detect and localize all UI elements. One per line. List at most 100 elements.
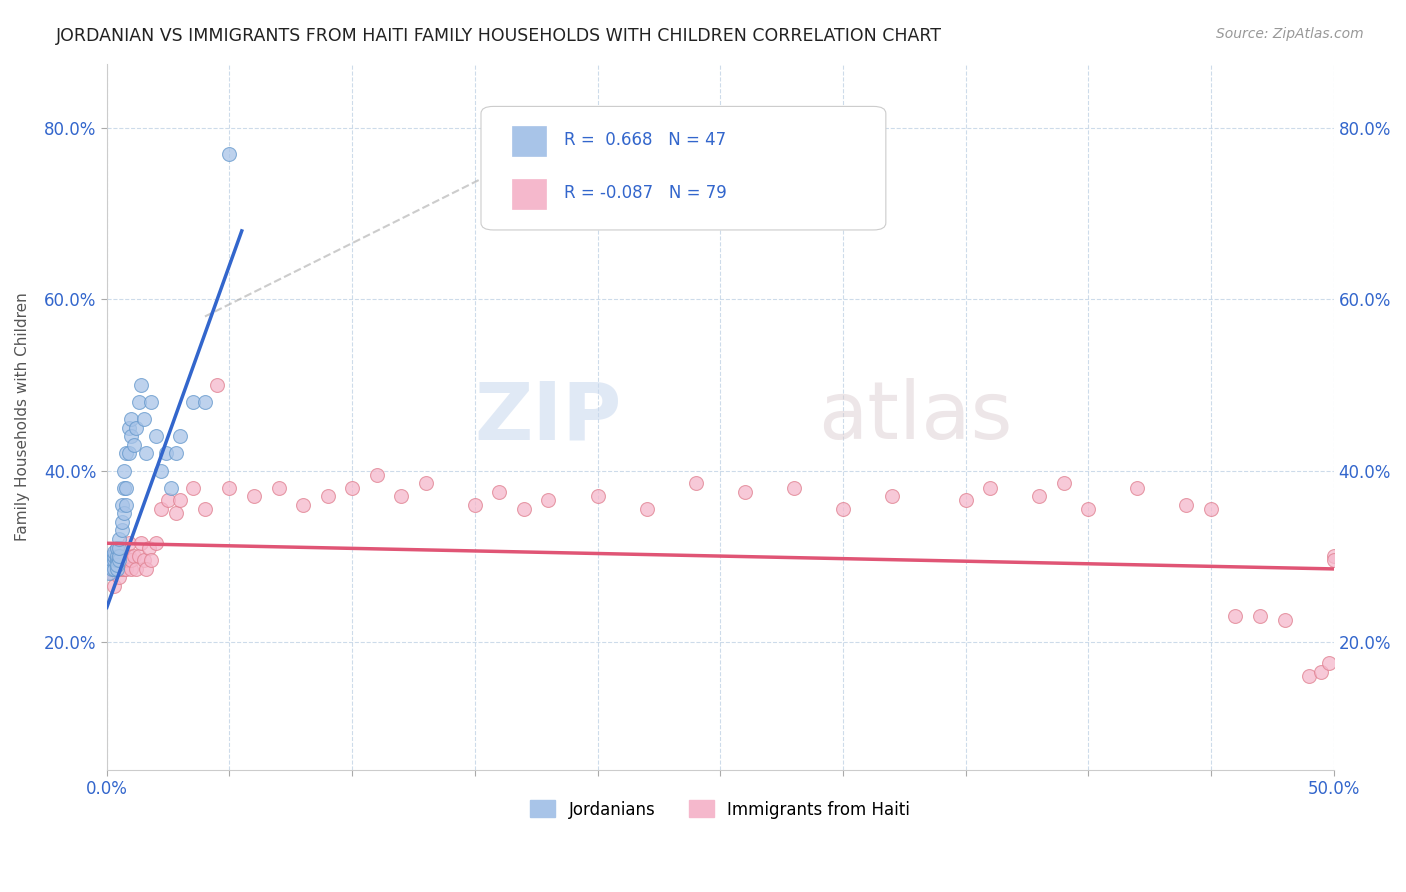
Point (108, 541, 131, 555)
Point (105, 553, 128, 567)
Point (128, 395, 150, 409)
Point (129, 378, 152, 392)
Point (125, 562, 148, 576)
Point (98, 566, 121, 581)
Text: R =  0.668   N = 47: R = 0.668 N = 47 (564, 131, 727, 149)
Point (108, 562, 131, 576)
Point (120, 562, 142, 576)
Point (108, 549, 131, 563)
Point (110, 498, 132, 512)
Point (112, 549, 135, 563)
Point (488, 484, 510, 499)
Point (103, 549, 125, 563)
Point (464, 498, 486, 512)
Point (734, 484, 756, 499)
Point (157, 493, 180, 508)
Point (112, 553, 135, 567)
Point (316, 489, 339, 503)
Point (100, 562, 122, 576)
Point (165, 506, 187, 520)
Text: R = -0.087   N = 79: R = -0.087 N = 79 (564, 185, 727, 202)
Legend: Jordanians, Immigrants from Haiti: Jordanians, Immigrants from Haiti (524, 794, 917, 825)
Point (415, 476, 437, 491)
Point (100, 549, 122, 563)
Point (366, 467, 388, 482)
Point (135, 446, 157, 460)
Text: Source: ZipAtlas.com: Source: ZipAtlas.com (1216, 27, 1364, 41)
Point (636, 502, 658, 516)
Point (115, 553, 138, 567)
Point (105, 558, 128, 572)
Point (105, 553, 128, 567)
Point (120, 429, 142, 443)
Point (105, 541, 128, 555)
Point (181, 395, 204, 409)
Point (115, 481, 138, 495)
Point (115, 498, 138, 512)
Point (110, 515, 132, 529)
Point (105, 541, 128, 555)
Point (181, 481, 204, 495)
Point (105, 549, 128, 563)
Y-axis label: Family Households with Children: Family Households with Children (15, 293, 30, 541)
Point (145, 429, 167, 443)
Text: JORDANIAN VS IMMIGRANTS FROM HAITI FAMILY HOUSEHOLDS WITH CHILDREN CORRELATION C: JORDANIAN VS IMMIGRANTS FROM HAITI FAMIL… (56, 27, 942, 45)
Point (165, 446, 187, 460)
Point (115, 446, 138, 460)
Point (1323, 553, 1346, 567)
Point (112, 481, 135, 495)
Point (155, 446, 177, 460)
Point (205, 378, 228, 392)
Point (132, 412, 155, 426)
Point (685, 476, 707, 491)
Point (1077, 502, 1099, 516)
Point (194, 395, 217, 409)
Point (108, 532, 131, 546)
Point (103, 579, 125, 593)
Point (100, 553, 122, 567)
Point (194, 502, 217, 516)
Point (108, 553, 131, 567)
Point (1249, 609, 1271, 624)
Point (139, 553, 162, 567)
Point (118, 446, 141, 460)
Point (955, 493, 977, 508)
Point (149, 502, 172, 516)
Point (120, 553, 142, 567)
Point (1053, 476, 1076, 491)
Point (110, 553, 132, 567)
Point (139, 395, 162, 409)
Point (1225, 609, 1247, 624)
Point (267, 481, 290, 495)
Point (105, 562, 128, 576)
Point (586, 489, 609, 503)
Point (169, 429, 191, 443)
Point (1028, 489, 1050, 503)
Point (122, 438, 145, 452)
Point (110, 541, 132, 555)
Bar (512, 126, 546, 156)
Point (103, 562, 125, 576)
Point (832, 502, 855, 516)
Point (1199, 502, 1222, 516)
Point (218, 481, 240, 495)
Point (243, 489, 266, 503)
Point (118, 549, 141, 563)
Point (979, 481, 1001, 495)
Point (110, 524, 132, 538)
Point (115, 562, 138, 576)
Text: ZIP: ZIP (475, 378, 621, 456)
Point (103, 553, 125, 567)
Point (1274, 613, 1296, 627)
Point (125, 421, 148, 435)
Point (128, 549, 150, 563)
Point (537, 493, 560, 508)
Point (1317, 656, 1340, 670)
Point (118, 536, 141, 550)
Point (1310, 665, 1333, 679)
Point (108, 549, 131, 563)
Point (100, 549, 122, 563)
Point (100, 566, 122, 581)
Point (145, 536, 167, 550)
Point (783, 481, 806, 495)
